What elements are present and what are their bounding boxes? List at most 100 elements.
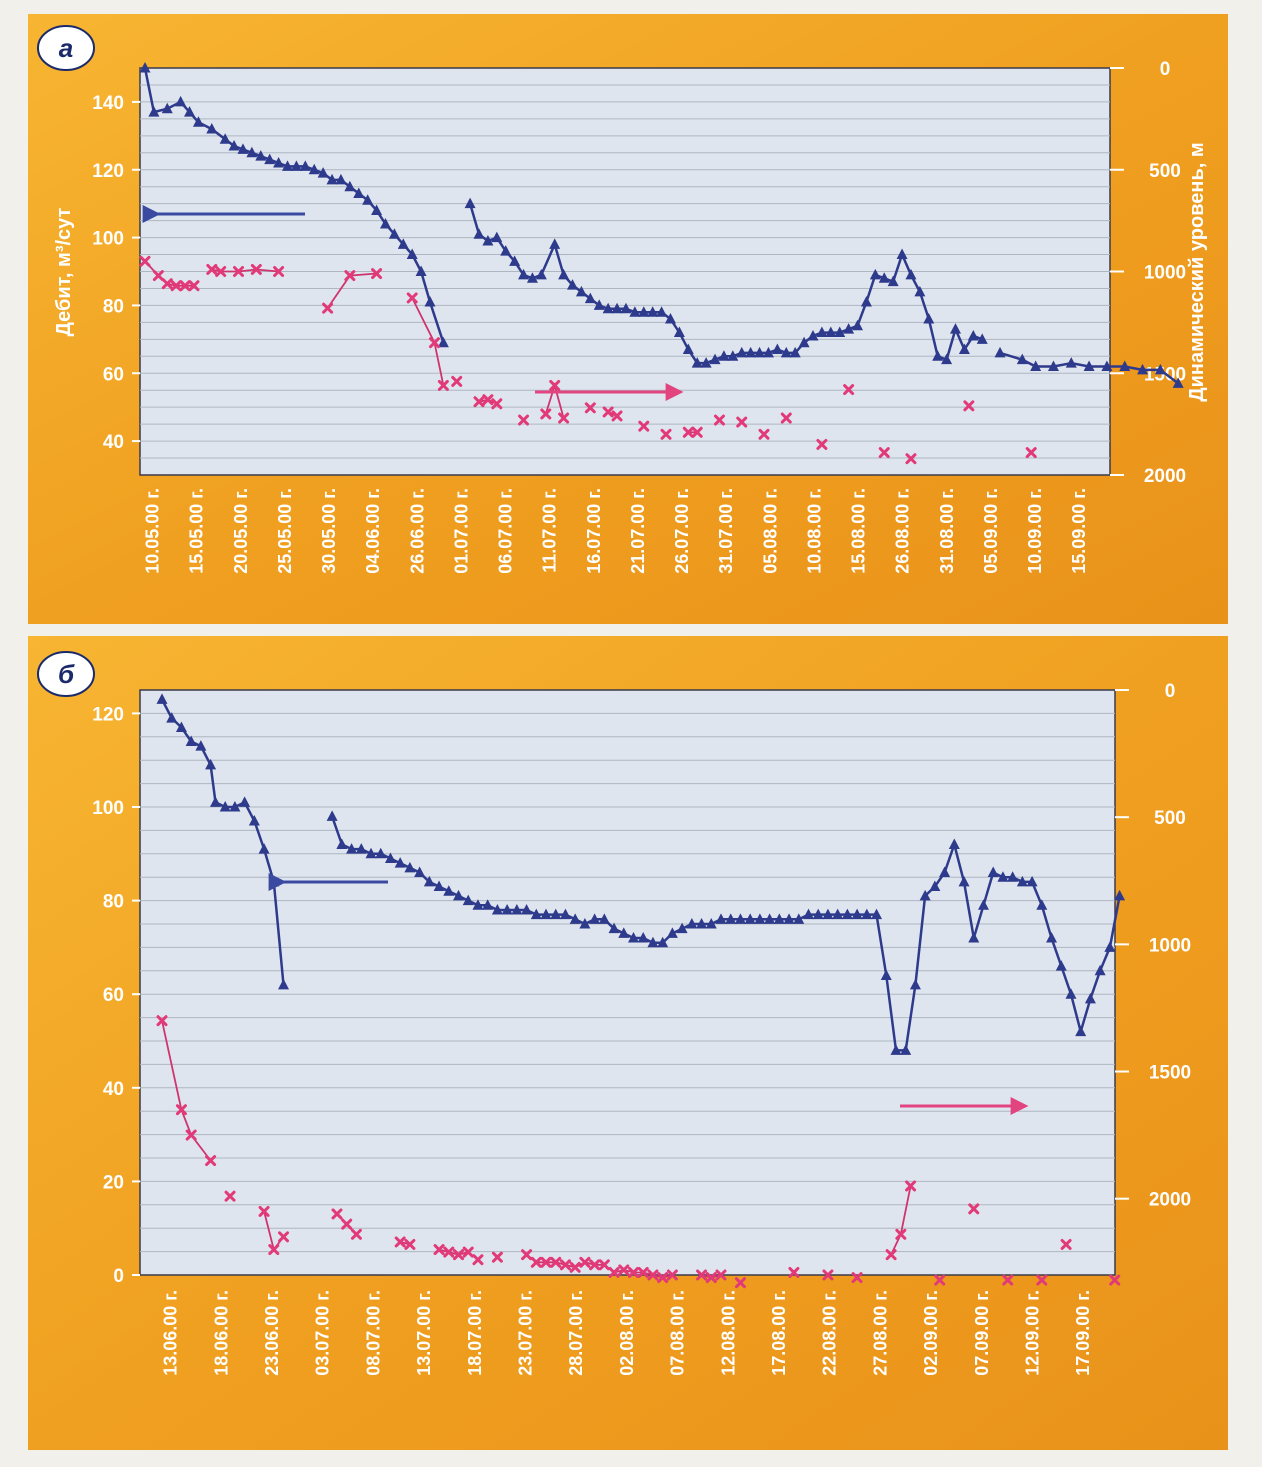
right-axis-tick-label: 0	[1165, 681, 1176, 702]
cross-marker-icon	[549, 379, 561, 391]
triangle-marker-icon	[664, 312, 676, 324]
cross-marker-icon	[344, 270, 356, 282]
triangle-marker-icon	[789, 346, 801, 358]
cross-marker-icon	[559, 1259, 571, 1271]
triangle-marker-icon	[388, 228, 400, 239]
triangle-marker-icon	[734, 913, 746, 924]
x-axis-tick-label: 01.07.00 г.	[451, 488, 471, 574]
cross-marker-icon	[934, 1274, 946, 1286]
triangle-marker-icon	[647, 306, 659, 317]
x-axis-tick-label: 18.06.00 г.	[211, 1290, 231, 1376]
x-axis-tick-label: 15.05.00 г.	[187, 488, 207, 574]
left-axis-tick-label: 80	[103, 892, 124, 913]
triangle-marker-icon	[1016, 875, 1028, 887]
cross-marker-icon	[433, 1244, 445, 1256]
cross-marker-icon	[851, 1272, 863, 1284]
triangle-marker-icon	[185, 735, 197, 746]
triangle-marker-icon	[638, 306, 650, 317]
x-axis-tick-label: 22.08.00 г.	[820, 1290, 840, 1376]
triangle-marker-icon	[589, 913, 601, 924]
panel-a-label-badge: а	[37, 25, 95, 71]
left-axis-tick-label: 40	[103, 432, 124, 453]
triangle-marker-icon	[977, 899, 989, 910]
x-axis-tick-label: 17.09.00 г.	[1073, 1290, 1093, 1376]
triangle-marker-icon	[1065, 357, 1077, 368]
triangle-marker-icon	[1055, 960, 1067, 971]
triangle-marker-icon	[718, 350, 730, 361]
triangle-marker-icon	[949, 323, 961, 334]
x-axis-tick-label: 23.07.00 г.	[515, 1290, 535, 1376]
cross-marker-icon	[404, 1238, 416, 1250]
triangle-marker-icon	[705, 918, 717, 929]
panel-b-x-axis-ticks: 13.06.00 г. 18.06.00 г. 23.06.00 г. 03.07.0…	[161, 1290, 1094, 1376]
x-axis-tick-label: 02.09.00 г.	[921, 1290, 941, 1376]
triangle-marker-icon	[896, 248, 908, 260]
triangle-marker-icon	[890, 1044, 902, 1055]
right-axis-tick-label: 2000	[1144, 466, 1186, 487]
triangle-marker-icon	[353, 187, 365, 198]
left-axis-tick-label: 60	[103, 364, 124, 385]
cross-marker-icon	[822, 1269, 834, 1281]
cross-marker-icon	[682, 426, 694, 438]
triangle-marker-icon	[384, 852, 396, 863]
triangle-marker-icon	[166, 712, 178, 723]
triangle-marker-icon	[209, 796, 221, 807]
x-axis-tick-label: 25.05.00 г.	[275, 488, 295, 574]
cross-marker-icon	[428, 337, 440, 349]
cross-marker-icon	[963, 400, 975, 412]
triangle-marker-icon	[219, 133, 231, 144]
cross-marker-icon	[482, 394, 494, 406]
cross-marker-icon	[816, 438, 828, 450]
triangle-marker-icon	[362, 194, 374, 205]
cross-marker-icon	[451, 375, 463, 387]
triangle-marker-icon	[239, 796, 251, 807]
triangle-marker-icon	[744, 913, 756, 924]
panel-b-right-axis-ticks: 0 500 1000 1500 2000	[1115, 681, 1191, 1211]
x-axis-tick-label: 10.09.00 г.	[1025, 488, 1045, 574]
cross-marker-icon	[350, 1228, 362, 1240]
triangle-marker-icon	[558, 268, 570, 280]
x-axis-tick-label: 20.05.00 г.	[231, 488, 251, 574]
triangle-marker-icon	[798, 336, 810, 348]
cross-marker-icon	[628, 1266, 639, 1278]
triangle-marker-icon	[1065, 988, 1077, 999]
x-axis-tick-label: 03.07.00 г.	[313, 1290, 333, 1376]
triangle-marker-icon	[491, 231, 503, 243]
left-axis-tick-label: 60	[103, 985, 124, 1006]
triangle-marker-icon	[987, 866, 999, 878]
x-axis-tick-label: 26.08.00 г.	[893, 488, 913, 574]
triangle-marker-icon	[175, 721, 187, 732]
cross-marker-icon	[569, 1261, 581, 1273]
triangle-marker-icon	[598, 913, 610, 924]
triangle-marker-icon	[443, 885, 455, 896]
triangle-marker-icon	[335, 173, 347, 185]
x-axis-tick-label: 04.06.00 г.	[363, 488, 383, 574]
left-axis-tick-label: 120	[92, 161, 124, 182]
triangle-marker-icon	[691, 357, 703, 368]
left-axis-tick-label: 100	[92, 798, 124, 819]
dynamic-level-line	[161, 1020, 212, 1162]
triangle-marker-icon	[914, 285, 926, 297]
x-axis-tick-label: 15.08.00 г.	[849, 488, 869, 574]
cross-marker-icon	[453, 1249, 465, 1261]
cross-marker-icon	[258, 1205, 270, 1217]
triangle-marker-icon	[526, 272, 538, 283]
triangle-marker-icon	[976, 333, 988, 344]
triangle-marker-icon	[530, 908, 542, 920]
triangle-marker-icon	[754, 913, 766, 924]
triangle-marker-icon	[745, 346, 757, 358]
triangle-marker-icon	[958, 343, 970, 355]
triangle-marker-icon	[700, 357, 712, 368]
x-axis-tick-label: 31.08.00 г.	[937, 488, 957, 574]
triangle-marker-icon	[175, 95, 187, 107]
cross-marker-icon	[713, 414, 725, 426]
triangle-marker-icon	[326, 173, 338, 185]
triangle-marker-icon	[365, 847, 377, 859]
cross-marker-icon	[608, 1266, 620, 1278]
cross-marker-icon	[558, 412, 570, 424]
triangle-marker-icon	[780, 346, 792, 358]
triangle-marker-icon	[825, 326, 837, 338]
x-axis-tick-label: 27.08.00 г.	[870, 1290, 890, 1376]
triangle-marker-icon	[219, 801, 231, 812]
triangle-marker-icon	[958, 875, 970, 887]
